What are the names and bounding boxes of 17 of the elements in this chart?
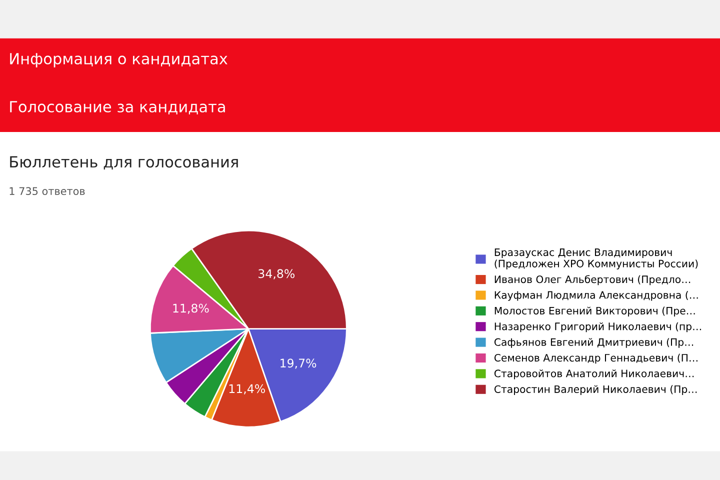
legend-label: Назаренко Григорий Николаевич (пр…	[494, 322, 702, 332]
data-label: 11,8%	[173, 304, 209, 314]
legend-label: Сафьянов Евгений Дмитриевич (Пр…	[494, 338, 694, 348]
data-label: 19,7%	[280, 358, 316, 369]
legend-label: Бразаускас Денис Владимирович (Предложен ХРО Коммунисты России)	[494, 248, 698, 270]
data-label: 11,4%	[229, 384, 265, 394]
text: 1 735 ответов	[10, 187, 85, 196]
legend-label: Семенов Александр Геннадьевич (П…	[494, 354, 698, 364]
legend-label: Кауфман Людмила Александровна (…	[494, 290, 698, 301]
legend-label: Старостин Валерий Николаевич (Пр…	[494, 385, 697, 395]
legend-label: Старовойтов Анатолий Николаевич…	[494, 370, 694, 380]
text: Голосование за кандидата	[10, 101, 225, 114]
legend-label: Молостов Евгений Викторович (Пре…	[494, 306, 695, 316]
chart-title: Бюллетень для голосования	[10, 156, 238, 170]
text: Информация о кандидатах	[10, 53, 228, 68]
data-label: 34,8%	[258, 269, 295, 280]
legend-label: Иванов Олег Альбертович (Предло…	[494, 275, 690, 286]
